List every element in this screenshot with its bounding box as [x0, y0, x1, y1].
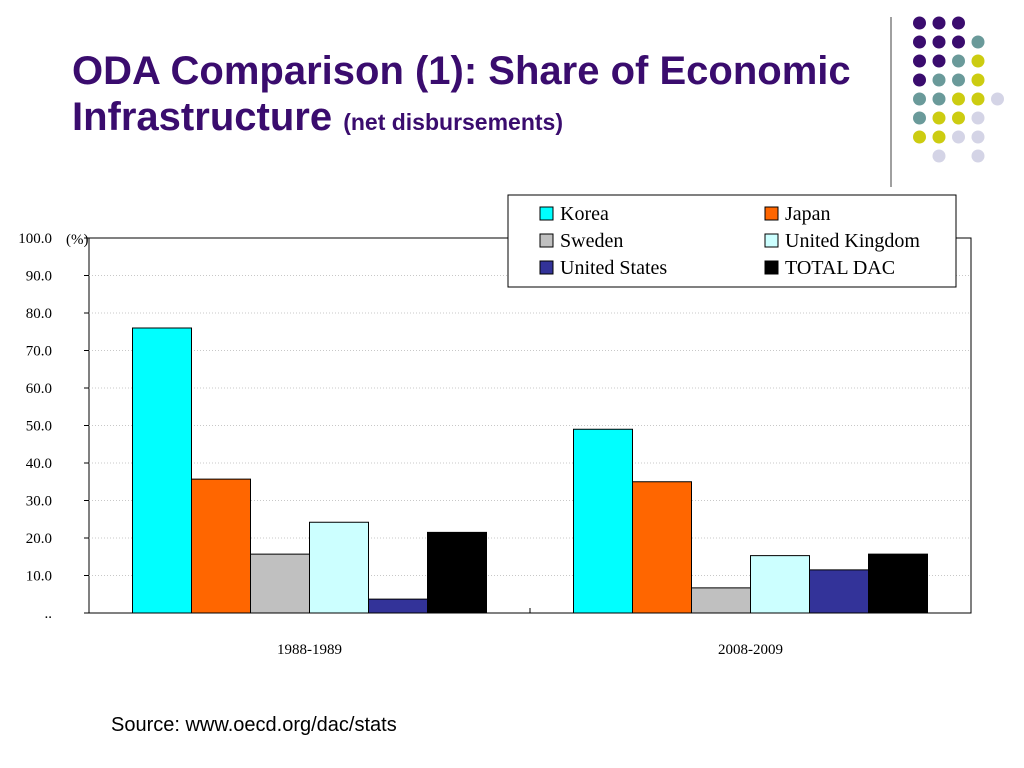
decorative-dot — [952, 16, 965, 30]
decorative-dot-grid — [913, 16, 1004, 163]
y-tick-label: .. — [45, 606, 53, 622]
bar-sweden — [691, 587, 751, 614]
decorative-dot — [932, 92, 946, 106]
decorative-dot — [971, 149, 985, 163]
divider-line — [890, 17, 892, 187]
y-unit-label: (%) — [66, 232, 89, 248]
y-tick-label: 10.0 — [26, 569, 52, 585]
decorative-dot — [971, 130, 985, 144]
y-tick-label: 20.0 — [26, 531, 52, 547]
bar-united-states — [809, 569, 869, 614]
source-note: Source: www.oecd.org/dac/stats — [111, 714, 397, 736]
bar-japan — [632, 481, 692, 614]
decorative-dot — [932, 149, 946, 163]
bar-total-dac — [427, 531, 487, 614]
y-tick-label: 100.0 — [18, 231, 52, 247]
legend-label: United Kingdom — [785, 230, 920, 252]
decorative-dot — [952, 92, 965, 106]
decorative-dot — [913, 35, 926, 49]
bar-sweden — [250, 553, 310, 614]
y-tick-label: 50.0 — [26, 419, 52, 435]
decorative-dot — [932, 35, 946, 49]
bar-total-dac — [868, 553, 928, 614]
x-tick-label: 1988-1989 — [277, 642, 342, 658]
bar-united-kingdom — [309, 521, 369, 614]
decorative-dot — [913, 54, 926, 68]
legend-swatch — [539, 206, 554, 221]
decorative-dot — [913, 16, 926, 30]
decorative-dot — [913, 130, 926, 144]
legend-swatch — [539, 260, 554, 275]
y-tick-label: 90.0 — [26, 269, 52, 285]
decorative-dot — [971, 54, 985, 68]
title-subtitle: (net disbursements) — [343, 109, 564, 135]
bar-korea — [573, 428, 633, 614]
y-tick-label: 60.0 — [26, 381, 52, 397]
decorative-dot — [932, 16, 946, 30]
legend-label: Japan — [785, 203, 831, 225]
legend-label: TOTAL DAC — [785, 257, 895, 279]
decorative-dot — [932, 73, 946, 87]
legend-swatch — [764, 233, 779, 248]
legend-swatch — [764, 206, 779, 221]
y-tick-label: 30.0 — [26, 494, 52, 510]
decorative-dot — [952, 54, 965, 68]
legend-label: United States — [560, 257, 667, 279]
page-title: ODA Comparison (1): Share of Economic In… — [72, 48, 872, 145]
legend-swatch — [764, 260, 779, 275]
decorative-dot — [932, 111, 946, 125]
decorative-dot — [932, 54, 946, 68]
decorative-dot — [971, 73, 985, 87]
legend-box — [507, 194, 957, 288]
legend-label: Korea — [560, 203, 609, 225]
legend-swatch — [539, 233, 554, 248]
bar-chart: .. 10.0 20.0 30.0 40.0 50.0 60.0 70.0 80.0 90.0 10… — [18, 194, 972, 658]
decorative-dot — [952, 35, 965, 49]
decorative-dot — [952, 111, 965, 125]
decorative-dot — [932, 130, 946, 144]
legend-label: Sweden — [560, 230, 623, 252]
decorative-dot — [971, 35, 985, 49]
decorative-dot — [913, 111, 926, 125]
decorative-dot — [913, 73, 926, 87]
decorative-dot — [952, 73, 965, 87]
decorative-dot — [971, 111, 985, 125]
y-tick-label: 80.0 — [26, 306, 52, 322]
y-tick-label: 70.0 — [26, 344, 52, 360]
bar-japan — [191, 478, 251, 614]
decorative-dot — [913, 92, 926, 106]
x-tick-label: 2008-2009 — [718, 642, 783, 658]
decorative-dot — [991, 92, 1004, 106]
title-main: ODA Comparison (1): Share of Economic In… — [72, 49, 851, 139]
decorative-dot — [952, 130, 965, 144]
bar-united-states — [368, 598, 428, 614]
bar-korea — [132, 327, 192, 614]
decorative-dot — [971, 92, 985, 106]
y-tick-label: 40.0 — [26, 456, 52, 472]
bar-united-kingdom — [750, 555, 810, 614]
